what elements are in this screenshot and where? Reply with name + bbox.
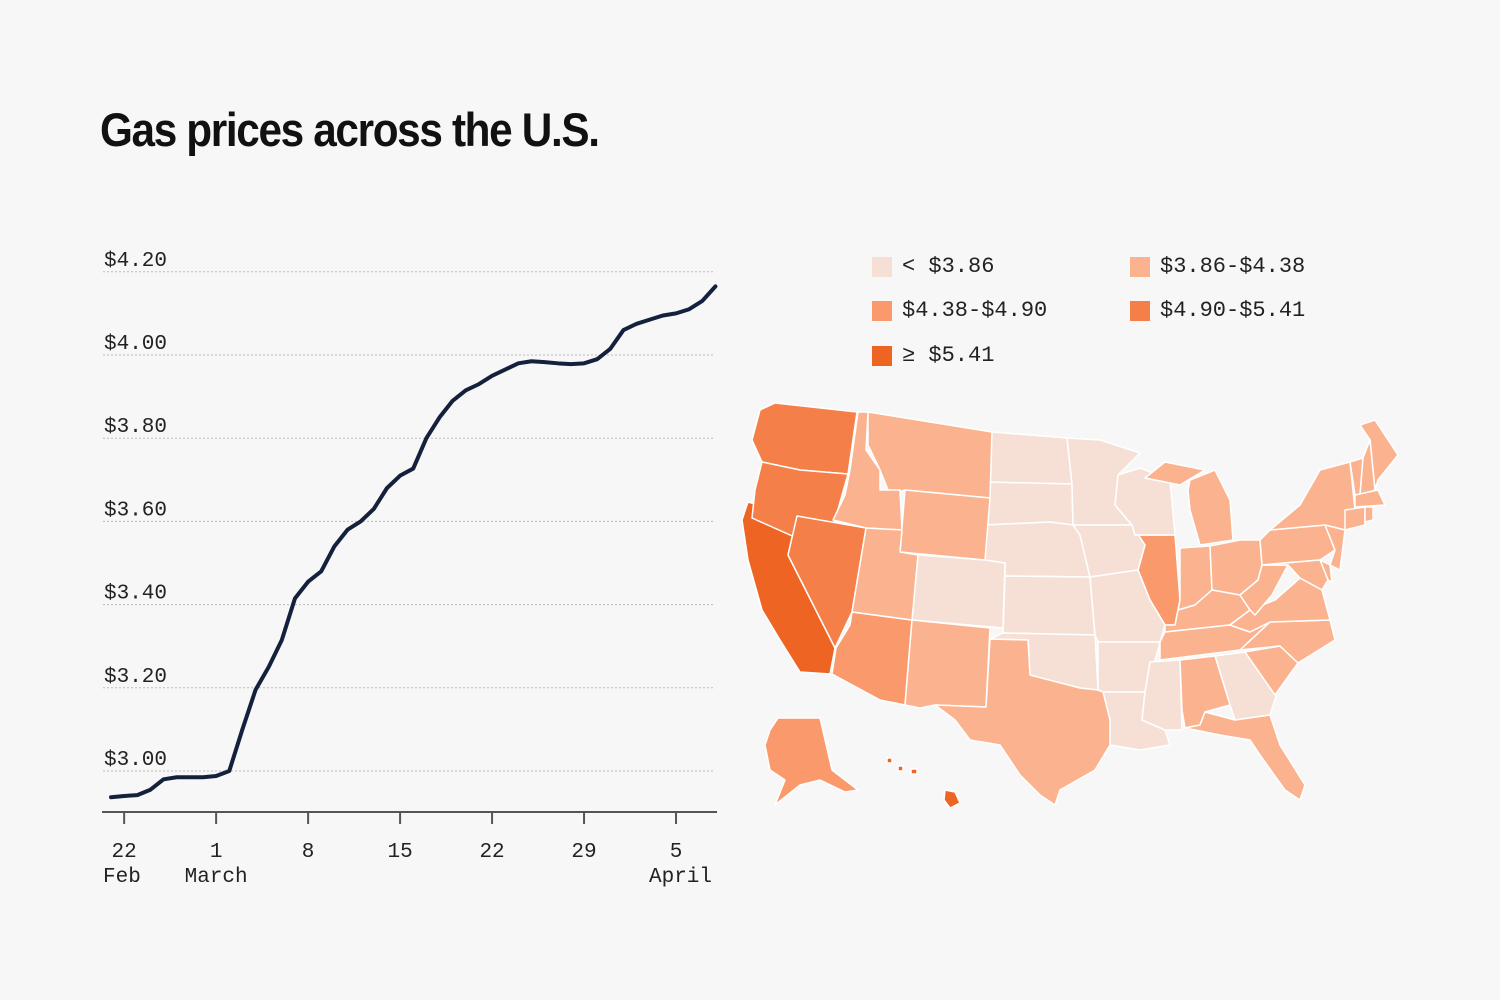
state-wv [1239,564,1289,616]
y-tick-label: $3.60 [104,499,167,522]
state-wy [899,489,991,561]
state-id [832,411,903,531]
state-wi [1114,467,1176,536]
state-nj [1324,524,1346,571]
state-sd [984,481,1074,526]
legend-item: ≥ $5.41 [872,343,994,368]
state-ms [1141,659,1183,731]
x-tick-label: 22 [479,841,504,864]
legend-swatch [1130,300,1150,321]
state-nv [787,515,867,649]
x-tick-label: 1 [210,841,223,864]
x-tick-label: 29 [571,841,596,864]
x-tick-label: 15 [387,841,412,864]
x-tick-sublabel: April [649,866,712,889]
state-nd [987,431,1073,485]
legend-label: $4.38-$4.90 [902,298,1048,323]
state-mt [867,411,993,499]
legend-item: $3.86-$4.38 [1130,254,1305,279]
legend-label: $3.86-$4.38 [1160,254,1306,279]
state-ny [1269,461,1356,531]
legend-item: < $3.86 [872,254,994,279]
y-tick-label: $3.80 [104,416,167,439]
x-tick-label: 5 [670,841,683,864]
state-co [911,554,1006,629]
state-fl [1184,711,1306,801]
x-tick-sublabel: Feb [103,866,141,889]
legend-swatch [872,256,892,277]
state-mi [1144,461,1234,546]
state-ut [851,527,919,621]
page-title: Gas prices across the U.S. [100,103,600,156]
us-map [741,402,1399,809]
legend-label: < $3.86 [902,254,995,279]
price-line [109,284,718,800]
state-ak [764,717,859,806]
state-pa [1259,524,1336,566]
y-tick-label: $4.00 [104,333,167,356]
x-tick-sublabel: March [185,866,248,889]
state-tx [934,638,1111,806]
legend-swatch [872,300,892,321]
legend-swatch [1130,256,1150,277]
x-tick-label: 8 [302,841,315,864]
state-nm [904,619,991,709]
state-ri [1364,506,1374,523]
x-tick-label: 22 [112,841,137,864]
state-hi [886,757,961,809]
state-md [1261,559,1329,591]
state-ma [1354,489,1386,508]
y-tick-label: $3.20 [104,666,167,689]
legend-item: $4.38-$4.90 [872,298,1047,323]
y-tick-label: $4.20 [104,250,167,273]
legend-swatch [872,345,892,366]
state-ks [1002,575,1096,636]
y-tick-label: $3.00 [104,749,167,772]
state-mo [1089,569,1166,643]
y-tick-label: $3.40 [104,583,167,606]
legend-label: $4.90-$5.41 [1160,298,1306,323]
legend-item: $4.90-$5.41 [1130,298,1305,323]
state-ct [1344,506,1366,531]
state-va [1229,577,1331,633]
legend-label: ≥ $5.41 [902,343,995,368]
